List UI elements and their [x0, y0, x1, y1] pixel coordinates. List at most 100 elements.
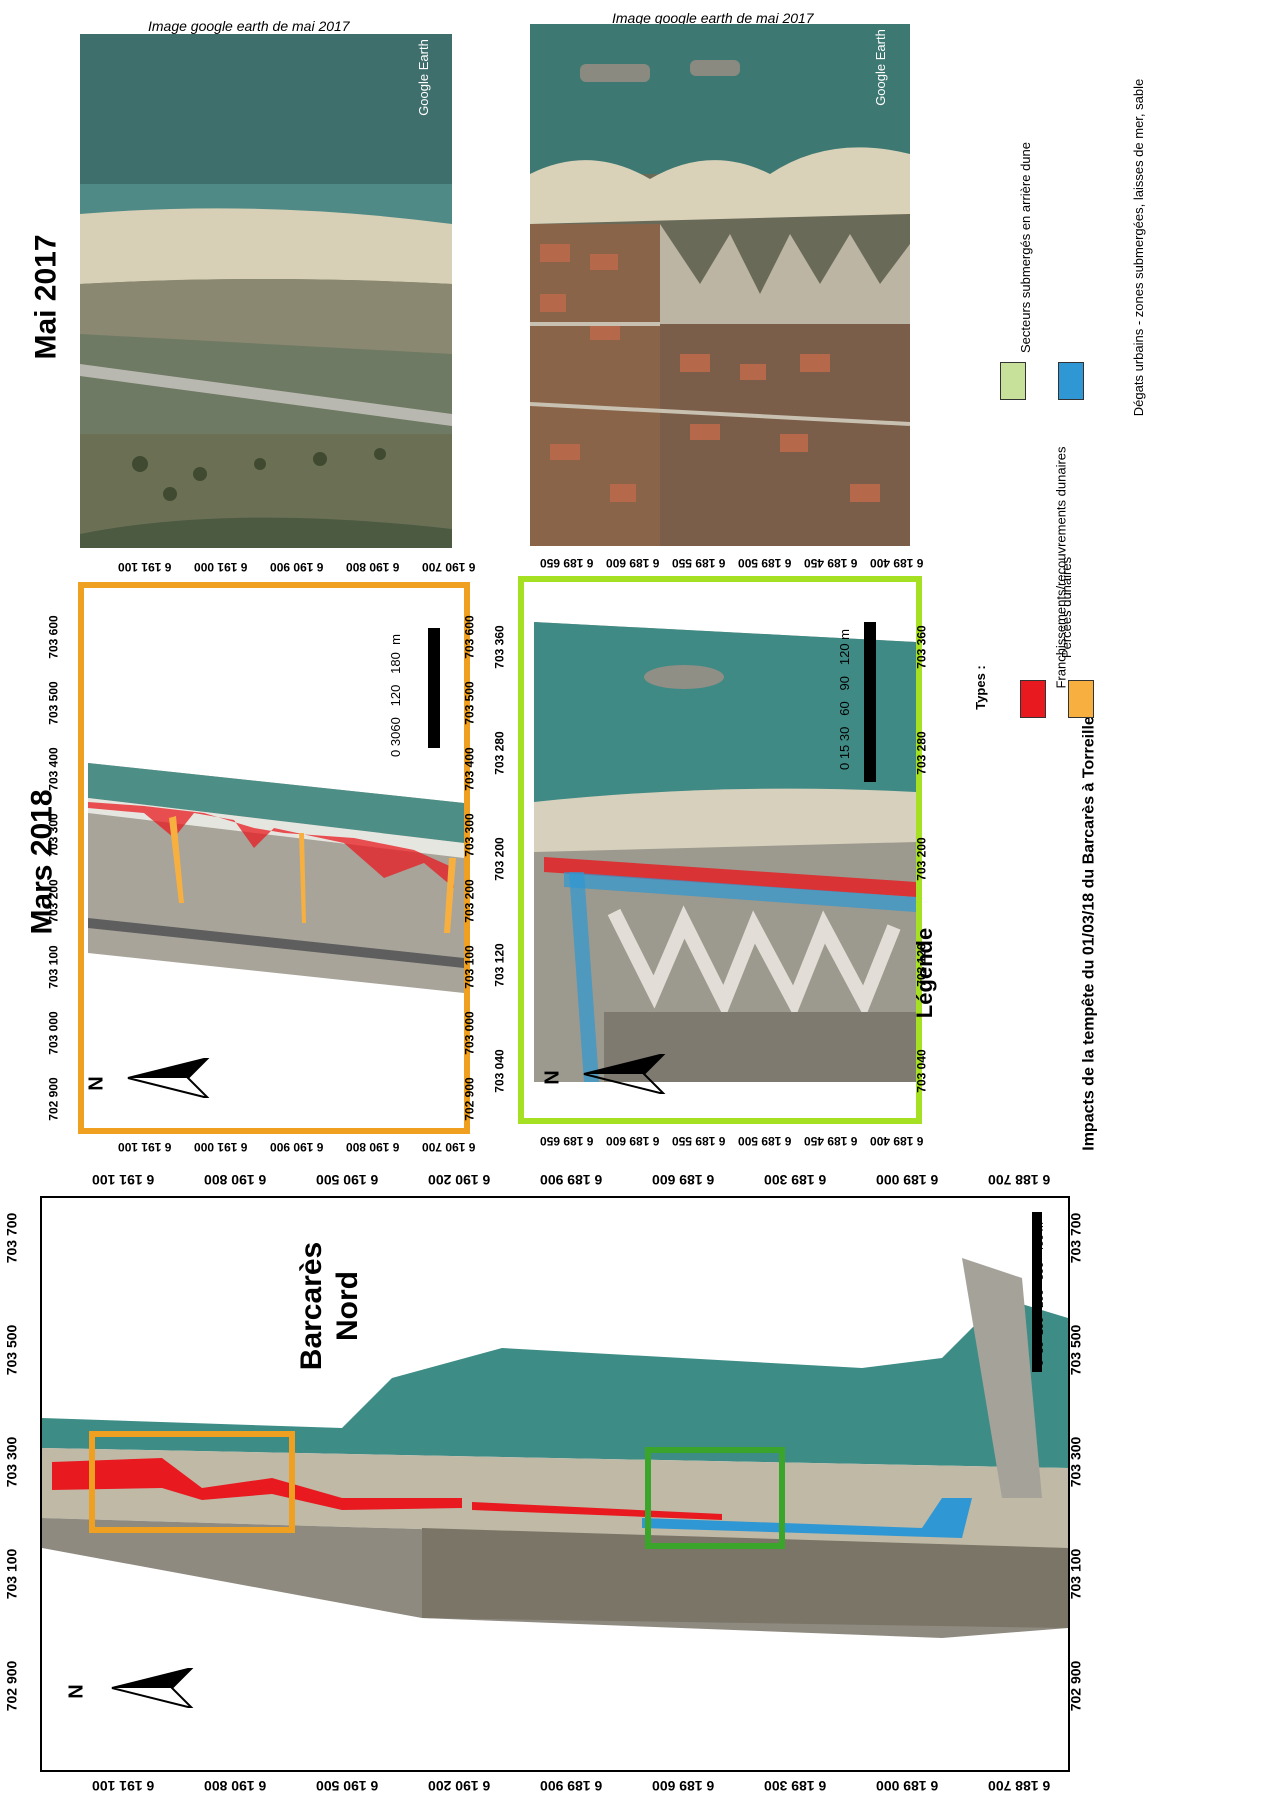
north-label-town: N	[541, 1070, 564, 1085]
overview-y-left-tick: 703 500	[3, 1324, 20, 1376]
town-y-left-tick: 703 120	[492, 943, 507, 987]
scale-ov-400: 400	[1033, 1234, 1046, 1253]
scale-bar-dune	[428, 628, 440, 748]
overview-x-top-tick: 6 188 700	[988, 1172, 1051, 1188]
dune-y-right-tick: 703 300	[462, 813, 477, 857]
dune-y-right-tick: 703 400	[462, 747, 477, 791]
overview-y-right-tick: 703 500	[1067, 1324, 1084, 1376]
overview-x-bottom-tick: 6 189 600	[652, 1778, 715, 1794]
scale-ov-200: 200	[1033, 1289, 1046, 1308]
photo-caption-right: Image google earth de mai 2017	[612, 10, 814, 26]
scale-labels-overview: 0 50 100 200 300 400 m	[1034, 1222, 1046, 1366]
photo-caption-left: Image google earth de mai 2017	[148, 18, 350, 34]
overview-y-left-tick: 703 100	[3, 1548, 20, 1600]
dune-y-left-tick: 703 400	[46, 747, 61, 791]
legend-label-submerged-dune: Secteurs submergés en arrière dune	[1018, 141, 1034, 354]
town-x-bottom-tick: 6 189 600	[606, 1134, 660, 1148]
dune-y-left-tick: 703 300	[46, 813, 61, 857]
overview-x-bottom-tick: 6 190 800	[204, 1778, 267, 1794]
town-x-top-tick: 6 189 650	[540, 556, 594, 570]
north-label-dune: N	[85, 1076, 108, 1091]
dune-y-left-tick: 703 600	[46, 615, 61, 659]
town-y-right-tick: 703 120	[914, 943, 929, 987]
overview-x-top-tick: 6 190 500	[316, 1172, 379, 1188]
dune-x-bottom-tick: 6 190 800	[346, 1140, 400, 1154]
town-x-bottom-tick: 6 189 400	[870, 1134, 924, 1148]
town-y-right-tick: 703 040	[914, 1049, 929, 1093]
scale-ov-unit: m	[1033, 1222, 1046, 1232]
overview-y-right-tick: 703 100	[1067, 1548, 1084, 1600]
google-earth-watermark-left: Google Earth	[415, 39, 431, 116]
scale-ov-0: 0	[1033, 1359, 1046, 1366]
scale-ov-100: 100	[1033, 1316, 1046, 1336]
town-x-bottom-tick: 6 189 500	[738, 1134, 792, 1148]
town-x-top-tick: 6 189 600	[606, 556, 660, 570]
scale-labels-dune: 0 3060 120 180 m	[388, 634, 403, 757]
overview-y-right-tick: 703 700	[1067, 1212, 1084, 1264]
legend-label-breach: Percées dunaires	[1059, 556, 1075, 659]
town-x-bottom-tick: 6 189 550	[672, 1134, 726, 1148]
dune-x-bottom-tick: 6 190 900	[270, 1140, 324, 1154]
overview-y-left-tick: 703 700	[3, 1212, 20, 1264]
town-y-right-tick: 703 280	[914, 731, 929, 775]
overview-x-top-tick: 6 189 600	[652, 1172, 715, 1188]
legend-swatch-urban	[1058, 362, 1084, 400]
dune-y-right-tick: 703 500	[462, 681, 477, 725]
overview-x-bottom-tick: 6 188 700	[988, 1778, 1051, 1794]
town-x-bottom-tick: 6 189 650	[540, 1134, 594, 1148]
scale-ov-300: 300	[1033, 1261, 1046, 1281]
dune-y-right-tick: 703 200	[462, 879, 477, 923]
legend-subtitle: Impacts de la tempête du 01/03/18 du Bar…	[1080, 707, 1098, 1151]
dune-x-top-tick: 6 190 800	[346, 560, 400, 574]
scale-town-60: 60	[837, 701, 853, 716]
dune-y-right-tick: 703 000	[462, 1011, 477, 1055]
google-earth-watermark-right: Google Earth	[872, 29, 888, 106]
title-mai-2017: Mai 2017	[29, 234, 63, 360]
north-arrow-overview	[92, 1666, 202, 1710]
scale-bar-overview	[1032, 1212, 1042, 1372]
scale-labels-town: 0 15 30 60 90 120 m	[837, 629, 852, 770]
dune-y-left-tick: 703 500	[46, 681, 61, 725]
map-town-frame: 0 15 30 60 90 120 m N	[518, 576, 922, 1124]
town-y-left-tick: 703 280	[492, 731, 507, 775]
overview-y-right-tick: 703 300	[1067, 1436, 1084, 1488]
overview-x-bottom-tick: 6 189 000	[876, 1778, 939, 1794]
overview-x-bottom-tick: 6 190 500	[316, 1778, 379, 1794]
dune-y-left-tick: 703 100	[46, 945, 61, 989]
north-label-overview: N	[65, 1684, 88, 1699]
overview-y-left-tick: 702 900	[3, 1660, 20, 1712]
scale-label-unit: m	[387, 634, 403, 645]
town-y-right-tick: 703 200	[914, 837, 929, 881]
scale-town-0: 0	[837, 762, 853, 771]
legend-swatch-overwash	[1020, 680, 1046, 718]
place-label-barcares-nord: Barcarès Nord	[295, 1241, 364, 1371]
scale-town-unit: m	[837, 628, 853, 640]
overview-x-bottom-tick: 6 189 300	[764, 1778, 827, 1794]
town-x-top-tick: 6 189 450	[804, 556, 858, 570]
town-y-left-tick: 703 360	[492, 625, 507, 669]
scale-label-120: 120	[387, 684, 403, 707]
town-x-top-tick: 6 189 400	[870, 556, 924, 570]
legend-swatch-breach	[1068, 680, 1094, 718]
scale-town-15: 15	[837, 744, 853, 760]
dune-x-bottom-tick: 6 190 700	[422, 1140, 476, 1154]
photo-mai2017-right	[529, 24, 911, 546]
overview-x-top-tick: 6 191 100	[92, 1172, 155, 1188]
legend-swatch-submerged-dune	[1000, 362, 1026, 400]
overview-x-top-tick: 6 190 800	[204, 1172, 267, 1188]
overview-x-bottom-tick: 6 191 100	[92, 1778, 155, 1794]
overview-x-top-tick: 6 189 000	[876, 1172, 939, 1188]
overview-x-top-tick: 6 189 300	[764, 1172, 827, 1188]
overview-x-top-tick: 6 189 900	[540, 1172, 603, 1188]
dune-y-right-tick: 703 100	[462, 945, 477, 989]
dune-x-bottom-tick: 6 191 000	[194, 1140, 248, 1154]
scale-town-30: 30	[837, 726, 853, 742]
scale-label-0: 0 3060	[387, 717, 403, 757]
scale-label-180: 180	[387, 652, 403, 674]
town-x-top-tick: 6 189 500	[738, 556, 792, 570]
legend-label-urban: Dégats urbains - zones submergées, laiss…	[1131, 78, 1147, 417]
overview-x-bottom-tick: 6 189 900	[540, 1778, 603, 1794]
dune-x-bottom-tick: 6 191 100	[118, 1140, 172, 1154]
dune-y-right-tick: 702 900	[462, 1077, 477, 1121]
scale-town-120: 120	[837, 643, 853, 666]
